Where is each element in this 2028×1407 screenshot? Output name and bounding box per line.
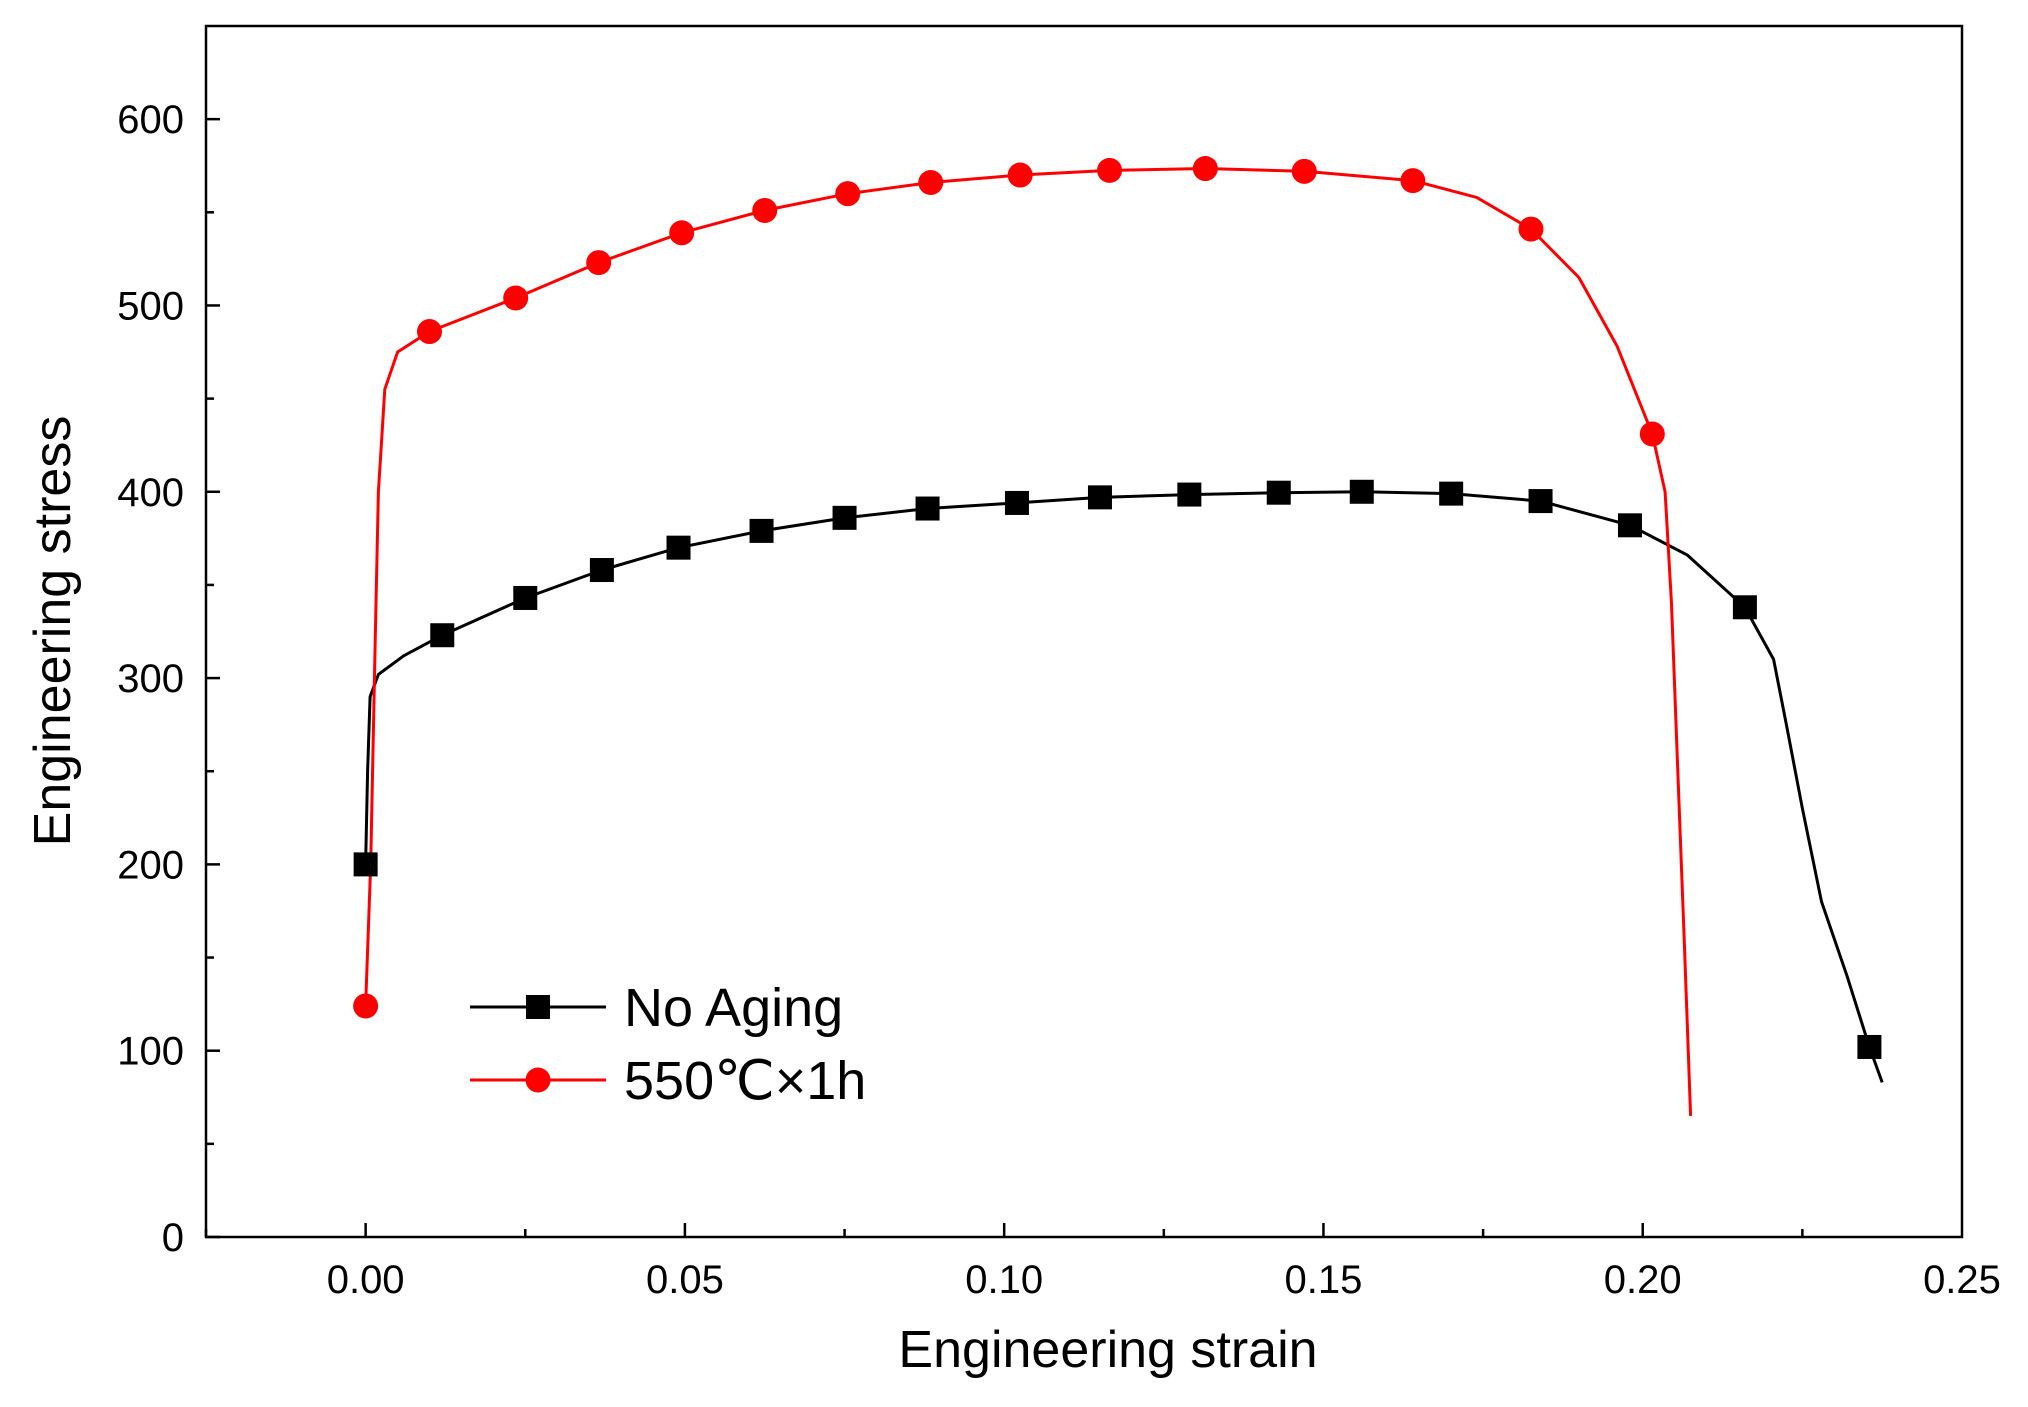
- data-point-square: [1732, 595, 1757, 620]
- x-tick-label: 0.00: [327, 1258, 405, 1302]
- legend-marker-aged: [525, 1067, 551, 1093]
- x-tick-label: 0.15: [1285, 1258, 1363, 1302]
- data-point-circle: [1097, 157, 1123, 183]
- legend-label-no-aging: No Aging: [624, 978, 843, 1038]
- data-point-square: [1528, 489, 1553, 514]
- data-point-circle: [918, 169, 944, 195]
- data-point-square: [430, 623, 455, 648]
- x-tick-label: 0.20: [1604, 1258, 1682, 1302]
- data-point-square: [1349, 479, 1374, 504]
- series-line-1: [364, 167, 1693, 1116]
- y-tick-label: 0: [162, 1216, 184, 1260]
- data-point-circle: [1518, 216, 1544, 242]
- data-point-circle: [1007, 162, 1033, 188]
- y-tick-label: 300: [117, 657, 184, 701]
- data-point-circle: [1291, 158, 1317, 184]
- x-tick-label: 0.25: [1923, 1258, 2001, 1302]
- y-axis-title: Engineering stress: [24, 416, 82, 847]
- x-axis-title: Engineering strain: [898, 1321, 1317, 1379]
- data-point-circle: [1192, 156, 1218, 182]
- data-point-circle: [353, 993, 379, 1019]
- x-tick-label: 0.10: [965, 1258, 1043, 1302]
- y-tick-label: 500: [117, 284, 184, 328]
- data-point-square: [832, 505, 857, 530]
- data-point-square: [353, 852, 378, 877]
- data-point-circle: [586, 250, 612, 276]
- data-point-square: [915, 496, 940, 521]
- y-tick-label: 100: [117, 1030, 184, 1074]
- x-tick-label: 0.05: [646, 1258, 724, 1302]
- data-point-circle: [669, 220, 695, 246]
- data-point-circle: [503, 285, 529, 311]
- legend: No Aging 550℃×1h: [470, 978, 866, 1111]
- data-point-circle: [752, 197, 778, 223]
- legend-marker-no-aging: [526, 995, 550, 1019]
- data-point-circle: [416, 319, 442, 345]
- data-point-square: [1439, 481, 1464, 506]
- data-point-square: [1266, 480, 1291, 505]
- data-point-square: [1177, 482, 1202, 507]
- y-tick-label: 400: [117, 471, 184, 515]
- data-point-square: [1617, 513, 1642, 538]
- data-point-square: [666, 535, 691, 560]
- data-point-square: [589, 558, 614, 583]
- data-point-circle: [835, 181, 861, 207]
- legend-label-aged: 550℃×1h: [624, 1051, 866, 1111]
- data-point-square: [749, 518, 774, 543]
- series-lines: [364, 167, 1884, 1116]
- y-tick-label: 600: [117, 98, 184, 142]
- data-point-square: [1857, 1034, 1882, 1059]
- data-point-circle: [1639, 421, 1665, 447]
- data-point-square: [1087, 485, 1112, 510]
- data-point-circle: [1400, 168, 1426, 194]
- series-markers: [353, 156, 1882, 1059]
- axis-ticks: 0.00 0.05 0.10 0.15 0.20 0.25 0 100 200 300 400 500…: [117, 98, 2001, 1302]
- plot-area-frame: [204, 24, 1964, 1239]
- y-tick-label: 200: [117, 843, 184, 887]
- data-point-square: [513, 585, 538, 610]
- data-point-square: [1004, 490, 1029, 515]
